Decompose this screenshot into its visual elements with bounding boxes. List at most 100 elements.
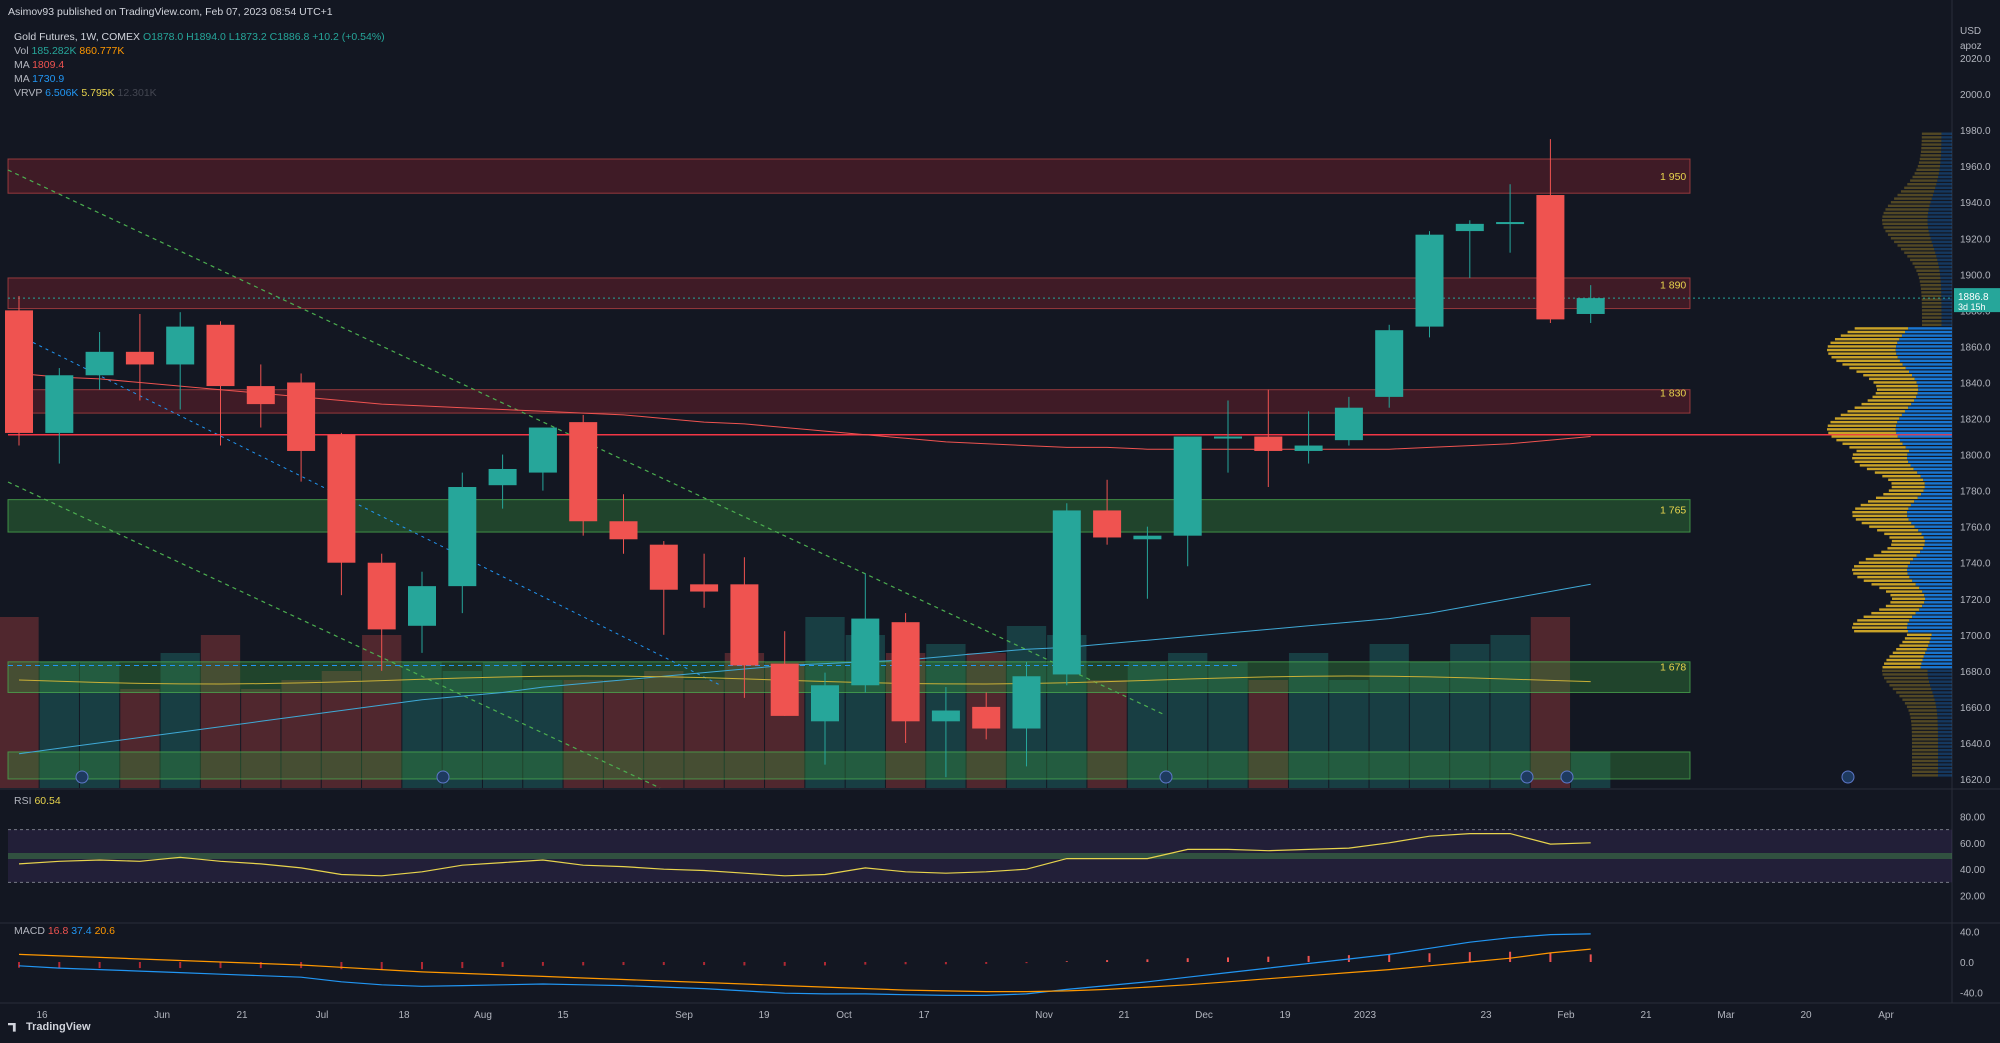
volume-profile-bar-down: [1923, 536, 1952, 539]
tradingview-logo[interactable]: TradingView: [8, 1021, 91, 1033]
volume-profile-bar-up: [1877, 529, 1919, 532]
volume-profile-bar-down: [1938, 766, 1952, 770]
volume-profile-bar-down: [1922, 604, 1952, 608]
volume-profile-bar-up: [1888, 489, 1924, 492]
volume-profile-bar-down: [1937, 763, 1952, 766]
volume-profile-bar-up: [1917, 164, 1941, 168]
volume-profile-bar-down: [1937, 748, 1952, 752]
volume-profile-bar-down: [1921, 532, 1952, 536]
volume-profile-bar-up: [1852, 456, 1908, 460]
rsi-tick-label: 60.00: [1960, 839, 1985, 850]
volume-profile-bar-down: [1928, 229, 1952, 233]
volume-bar: [120, 689, 160, 788]
legend-symbol[interactable]: Gold Futures, 1W, COMEX: [14, 31, 141, 43]
volume-profile-bar-down: [1914, 500, 1952, 503]
volume-profile-bar-down: [1907, 572, 1952, 575]
volume-profile-bar-up: [1852, 453, 1908, 456]
volume-profile-bar-down: [1909, 449, 1952, 453]
candle-body: [1576, 298, 1605, 314]
volume-profile-bar-up: [1849, 446, 1906, 449]
volume-profile-bar-down: [1897, 420, 1952, 424]
support-resistance-zone: [7, 661, 1691, 693]
volume-profile-bar-down: [1937, 745, 1952, 748]
volume-profile-bar-down: [1941, 294, 1952, 298]
price-tick-label: 2000.0: [1960, 90, 1991, 101]
volume-profile-bar-down: [1919, 608, 1952, 611]
candle-body: [1093, 510, 1122, 538]
volume-bar: [39, 662, 79, 788]
volume-profile-bar-down: [1921, 662, 1952, 665]
volume-profile-bar-down: [1938, 262, 1952, 265]
legend-ohlc: O1878.0 H1894.0 L1873.2 C1886.8 +10.2 (+…: [142, 31, 385, 43]
time-tick-label: Dec: [1195, 1010, 1213, 1021]
volume-profile-bar-up: [1921, 323, 1942, 326]
legend-vrvp-label[interactable]: VRVP: [14, 87, 43, 99]
volume-profile-bar-up: [1904, 637, 1931, 640]
volume-profile-bar-down: [1913, 557, 1952, 561]
volume-profile-bar-up: [1912, 770, 1938, 773]
signal-line: [18, 948, 1591, 993]
volume-profile-bar-down: [1908, 507, 1952, 510]
volume-bar: [1329, 680, 1369, 788]
volume-profile-bar-up: [1882, 474, 1921, 478]
volume-profile-bar-up: [1887, 233, 1930, 236]
legend-vol-label[interactable]: Vol: [14, 45, 29, 57]
volume-profile-bar-up: [1868, 500, 1915, 503]
volume-profile-bar-down: [1924, 482, 1952, 485]
volume-profile-bar-down: [1921, 493, 1952, 496]
volume-profile-bar-up: [1869, 377, 1915, 381]
volume-profile-bar-up: [1908, 709, 1937, 712]
volume-profile-bar-up: [1912, 262, 1939, 265]
legend-vrvp-2: 5.795K: [81, 87, 115, 99]
last-price-badge: [1954, 288, 2000, 313]
legend-ma1-label[interactable]: MA: [14, 59, 30, 71]
volume-profile-bar-down: [1910, 561, 1952, 564]
volume-profile-bar-up: [1882, 222, 1928, 226]
time-tick-label: 16: [36, 1010, 48, 1021]
volume-profile-bar-up: [1852, 514, 1908, 518]
volume-profile-bar-down: [1907, 456, 1952, 460]
volume-profile-bar-down: [1914, 377, 1952, 381]
volume-profile-bar-down: [1896, 424, 1952, 427]
volume-profile-bar-down: [1935, 251, 1952, 254]
time-tick-label: Mar: [1717, 1010, 1735, 1021]
volume-profile-bar-up: [1904, 251, 1936, 254]
volume-profile-bar-down: [1926, 648, 1952, 651]
volume-profile-bar-down: [1934, 698, 1952, 701]
candle-body: [569, 422, 598, 522]
time-tick-label: Apr: [1878, 1010, 1894, 1021]
rsi-tick-label: 20.00: [1960, 892, 1985, 903]
volume-profile-bar-up: [1921, 139, 1942, 143]
support-resistance-zone: [7, 277, 1691, 310]
rsi-tick-label: 80.00: [1960, 812, 1985, 823]
rsi-label[interactable]: RSI: [14, 795, 32, 807]
volume-profile-bar-down: [1936, 705, 1952, 709]
level-label: 1 830: [1660, 387, 1686, 399]
publisher-line: Asimov93 published on TradingView.com, F…: [8, 6, 333, 18]
macd-label[interactable]: MACD: [14, 925, 45, 937]
volume-profile-bar-up: [1888, 478, 1924, 481]
volume-profile-bar-up: [1911, 730, 1938, 734]
volume-profile-bar-up: [1890, 201, 1931, 204]
legend-ma2-label[interactable]: MA: [14, 73, 30, 85]
volume-profile-bar-up: [1885, 590, 1923, 593]
volume-bar: [1168, 653, 1208, 788]
volume-profile-bar-up: [1831, 435, 1898, 438]
volume-profile-bar-up: [1921, 136, 1942, 139]
trendline-lower: [7, 481, 661, 789]
volume-profile-bar-down: [1908, 327, 1952, 330]
volume-profile-bar-up: [1852, 568, 1908, 572]
volume-profile-bar-down: [1930, 637, 1952, 640]
time-tick-label: Feb: [1557, 1010, 1575, 1021]
candle-body: [851, 618, 880, 686]
volume-profile-bar-up: [1911, 741, 1938, 745]
candle-body: [730, 584, 759, 666]
volume-bar: [1127, 662, 1168, 788]
candle-body: [287, 382, 316, 451]
volume-profile-bar-down: [1908, 518, 1952, 521]
volume-profile-bar-up: [1911, 727, 1938, 730]
candle-body: [1415, 234, 1444, 327]
candle-body: [166, 326, 195, 365]
volume-profile-bar-up: [1854, 327, 1909, 330]
